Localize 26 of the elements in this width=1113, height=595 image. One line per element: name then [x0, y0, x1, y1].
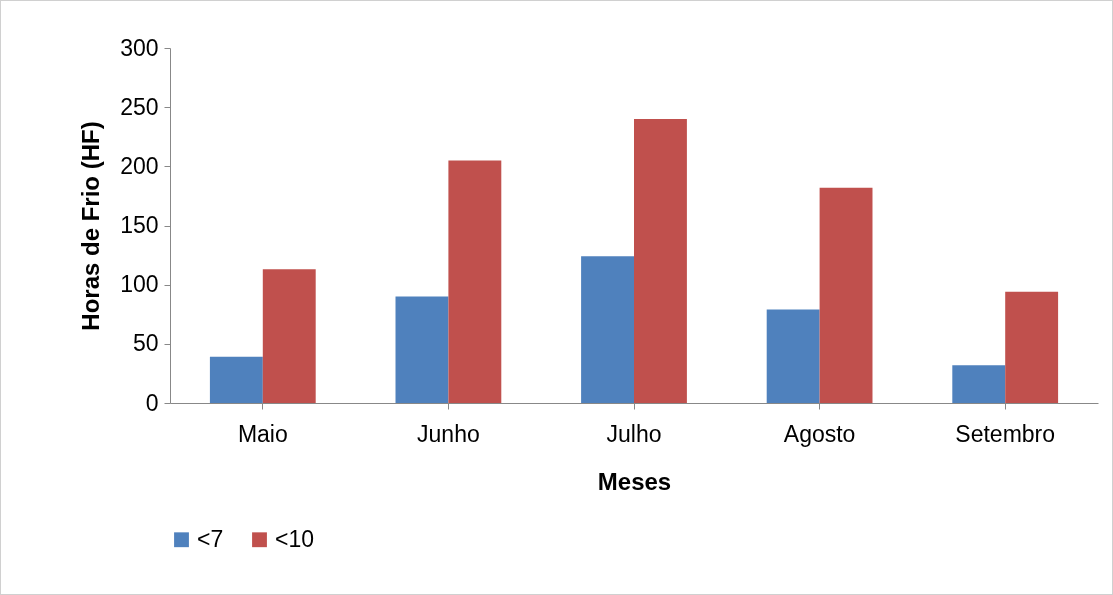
bar [952, 365, 1006, 403]
y-tick-label: 100 [120, 271, 159, 298]
bar [581, 256, 634, 403]
bar [395, 296, 449, 403]
y-tick-label: 50 [132, 330, 159, 357]
y-axis-title: Horas de Frio (HF) [77, 121, 105, 331]
x-tick-label: Agosto [783, 420, 856, 447]
legend-label: <10 [275, 525, 315, 552]
bar [1005, 291, 1059, 403]
bar [766, 309, 820, 403]
bar [819, 187, 873, 403]
bar [209, 356, 263, 403]
y-tick-label: 200 [120, 152, 159, 179]
y-tick-label: 0 [145, 389, 159, 416]
y-tick-label: 300 [120, 34, 159, 61]
x-tick-label: Maio [237, 420, 288, 447]
y-tick-label: 250 [120, 93, 159, 120]
bar [448, 160, 502, 403]
legend-label: <7 [197, 525, 224, 552]
x-tick-label: Junho [417, 420, 480, 447]
x-tick-label: Julho [606, 420, 662, 447]
y-tick-label: 150 [120, 212, 159, 238]
bar [634, 119, 687, 403]
x-tick-label: Setembro [955, 420, 1056, 447]
x-axis-title: Meses [597, 467, 672, 495]
bar [262, 269, 316, 403]
